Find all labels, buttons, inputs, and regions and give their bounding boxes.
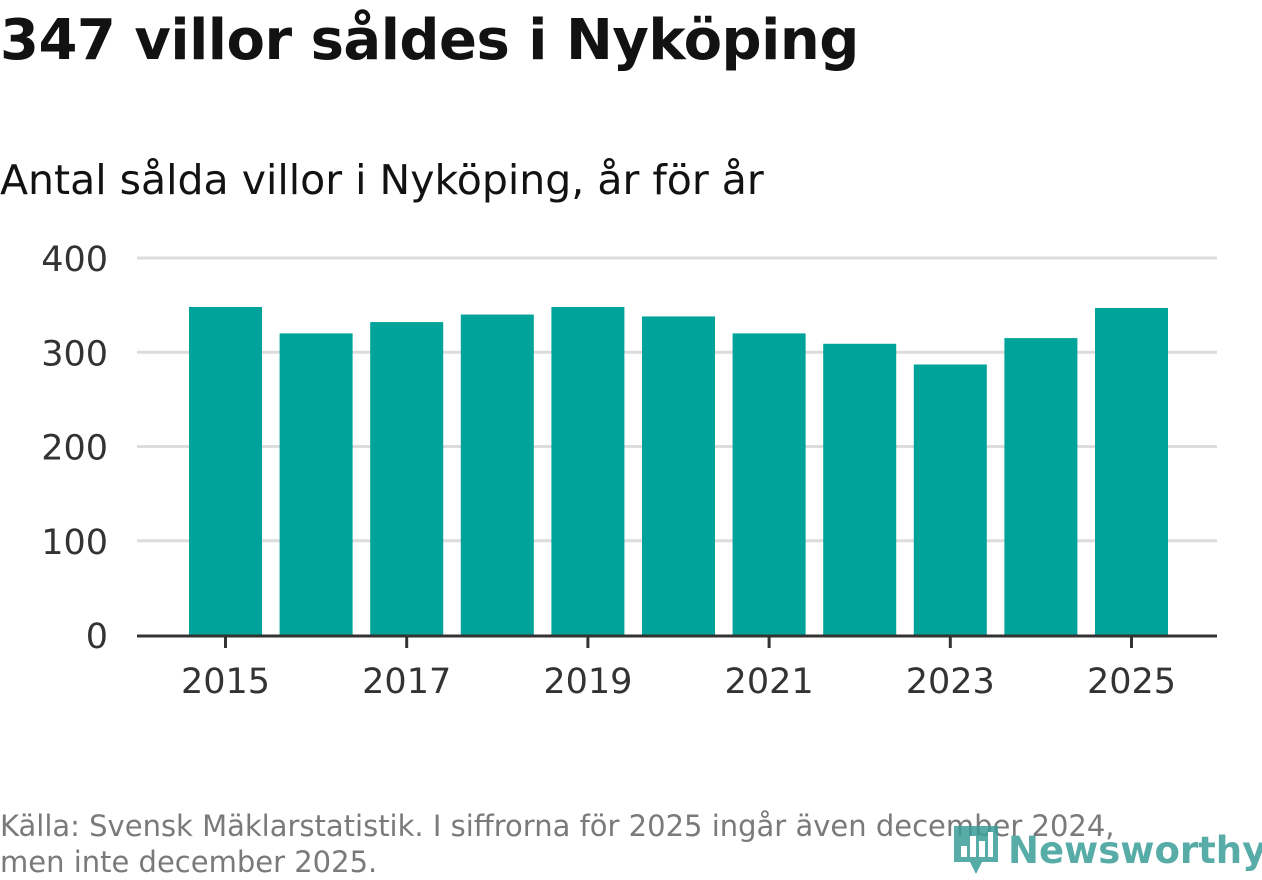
bar-2022 [823,343,897,635]
bar-2023 [913,364,987,635]
chart-title: 347 villor såldes i Nyköping [0,8,859,73]
source-note: Källa: Svensk Mäklarstatistik. I siffror… [0,808,1200,880]
bar-2021 [732,333,806,635]
bar-2024 [1004,338,1078,635]
x-tick-label: 2021 [725,662,814,702]
bar-chart: 0 100 200 300 400 2015 2017 2019 2021 2023 2025 [41,240,1217,702]
y-tick-label: 100 [41,523,108,563]
source-note-line-1: Källa: Svensk Mäklarstatistik. I siffror… [0,809,1115,843]
logo-text: Newsworthy [1008,828,1262,872]
bar-2020 [642,316,715,635]
y-tick-label: 400 [41,240,108,280]
chart-subtitle: Antal sålda villor i Nyköping, år för år [0,156,764,204]
bar-chart-pin-icon [954,826,998,874]
bar-2015 [189,307,262,635]
x-tick-label: 2025 [1087,662,1176,702]
bar-2017 [370,322,444,635]
bar-2019 [551,307,625,635]
source-note-line-2: men inte december 2025. [0,845,378,879]
bar-2025 [1095,307,1168,635]
bar-2016 [279,333,353,635]
x-tick-label: 2023 [906,662,995,702]
y-tick-label: 300 [41,334,108,374]
bar-2018 [460,314,534,635]
y-tick-label: 0 [86,617,108,657]
x-tick-label: 2015 [181,662,270,702]
y-tick-label: 200 [41,429,108,469]
x-tick-label: 2017 [362,662,451,702]
newsworthy-logo: Newsworthy [950,822,1262,878]
x-tick-label: 2019 [543,662,632,702]
